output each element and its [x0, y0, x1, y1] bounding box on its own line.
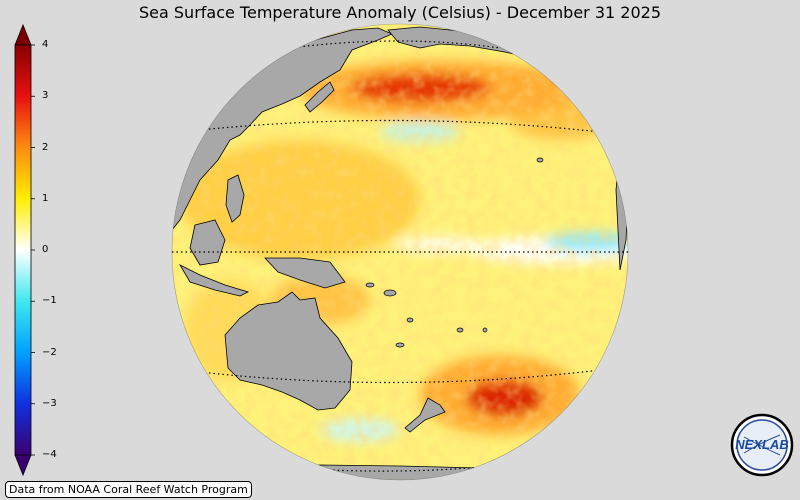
colorbar-tick-label: −1: [42, 295, 57, 307]
new-guinea-island: [264, 257, 346, 289]
australia-landmass: [224, 291, 353, 411]
japan-islands: [304, 81, 335, 113]
colorbar-tick-label: −4: [42, 449, 57, 460]
sumatra-java-islands: [178, 264, 250, 297]
colorbar-tick-label: −3: [42, 397, 57, 409]
borneo-island: [189, 219, 226, 266]
colorbar-tick-label: 3: [42, 90, 49, 102]
colorbar-tick-label: 0: [42, 244, 49, 255]
globe-outline: [171, 23, 629, 481]
nexlab-logo: NEXLAB: [730, 413, 794, 477]
colorbar-tick-label: 2: [42, 141, 49, 153]
data-credit: Data from NOAA Coral Reef Watch Program: [5, 481, 252, 498]
new-zealand-islands: [404, 397, 446, 433]
philippines-islands: [225, 174, 245, 223]
map-title: Sea Surface Temperature Anomaly (Celsius…: [139, 3, 661, 22]
pacific-islands: [365, 157, 544, 348]
logo-text: NEXLAB: [735, 437, 788, 452]
colorbar-min-arrow: [14, 454, 32, 477]
antarctica-edge: [259, 464, 541, 480]
colorbar-tick-label: 4: [42, 39, 49, 50]
colorbar-tick-label: 1: [42, 192, 49, 204]
colorbar-tick-label: −2: [42, 346, 57, 358]
colorbar-ticks: [31, 44, 35, 456]
